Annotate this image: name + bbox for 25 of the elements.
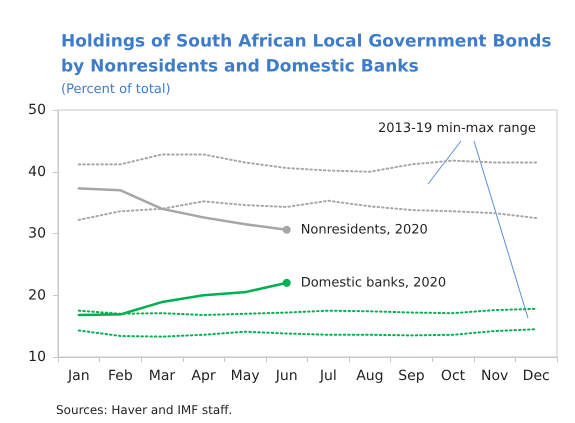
y-tick-label: 20	[28, 287, 46, 304]
x-tick-label: Nov	[480, 368, 508, 384]
line-series	[78, 328, 538, 338]
x-tick-label: Dec	[522, 368, 550, 384]
x-tick-label: May	[230, 368, 260, 384]
y-tick-label: 10	[28, 349, 46, 365]
y-tick-label: 50	[28, 102, 46, 118]
x-tick-label: Jul	[318, 368, 337, 384]
y-tick-label: 30	[28, 226, 46, 242]
x-tick-label: Feb	[108, 368, 133, 384]
annotation: 2013-19 min-max range	[378, 121, 536, 136]
x-tick-label: Jun	[274, 368, 298, 384]
series-label: Nonresidents, 2020	[300, 222, 428, 238]
chart-title: Holdings of South African Local Government Bonds by Nonresidents and Domestic Banks	[61, 32, 552, 76]
x-tick-label: Apr	[191, 368, 216, 384]
line-series	[78, 153, 538, 173]
x-tick-label: Jan	[66, 368, 90, 384]
source-note: Sources: Haver and IMF staff.	[56, 403, 232, 417]
x-tick-label: Sep	[398, 368, 425, 384]
y-tick-label: 40	[28, 164, 46, 180]
x-tick-label: Mar	[148, 368, 176, 384]
x-tick-label: Oct	[440, 368, 466, 384]
series-label: Domestic banks, 2020	[300, 275, 446, 290]
x-tick-label: Aug	[356, 368, 384, 384]
chart-subtitle: (Percent of total)	[61, 82, 171, 97]
